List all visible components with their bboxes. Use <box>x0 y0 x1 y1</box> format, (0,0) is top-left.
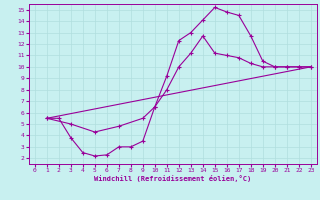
X-axis label: Windchill (Refroidissement éolien,°C): Windchill (Refroidissement éolien,°C) <box>94 175 252 182</box>
